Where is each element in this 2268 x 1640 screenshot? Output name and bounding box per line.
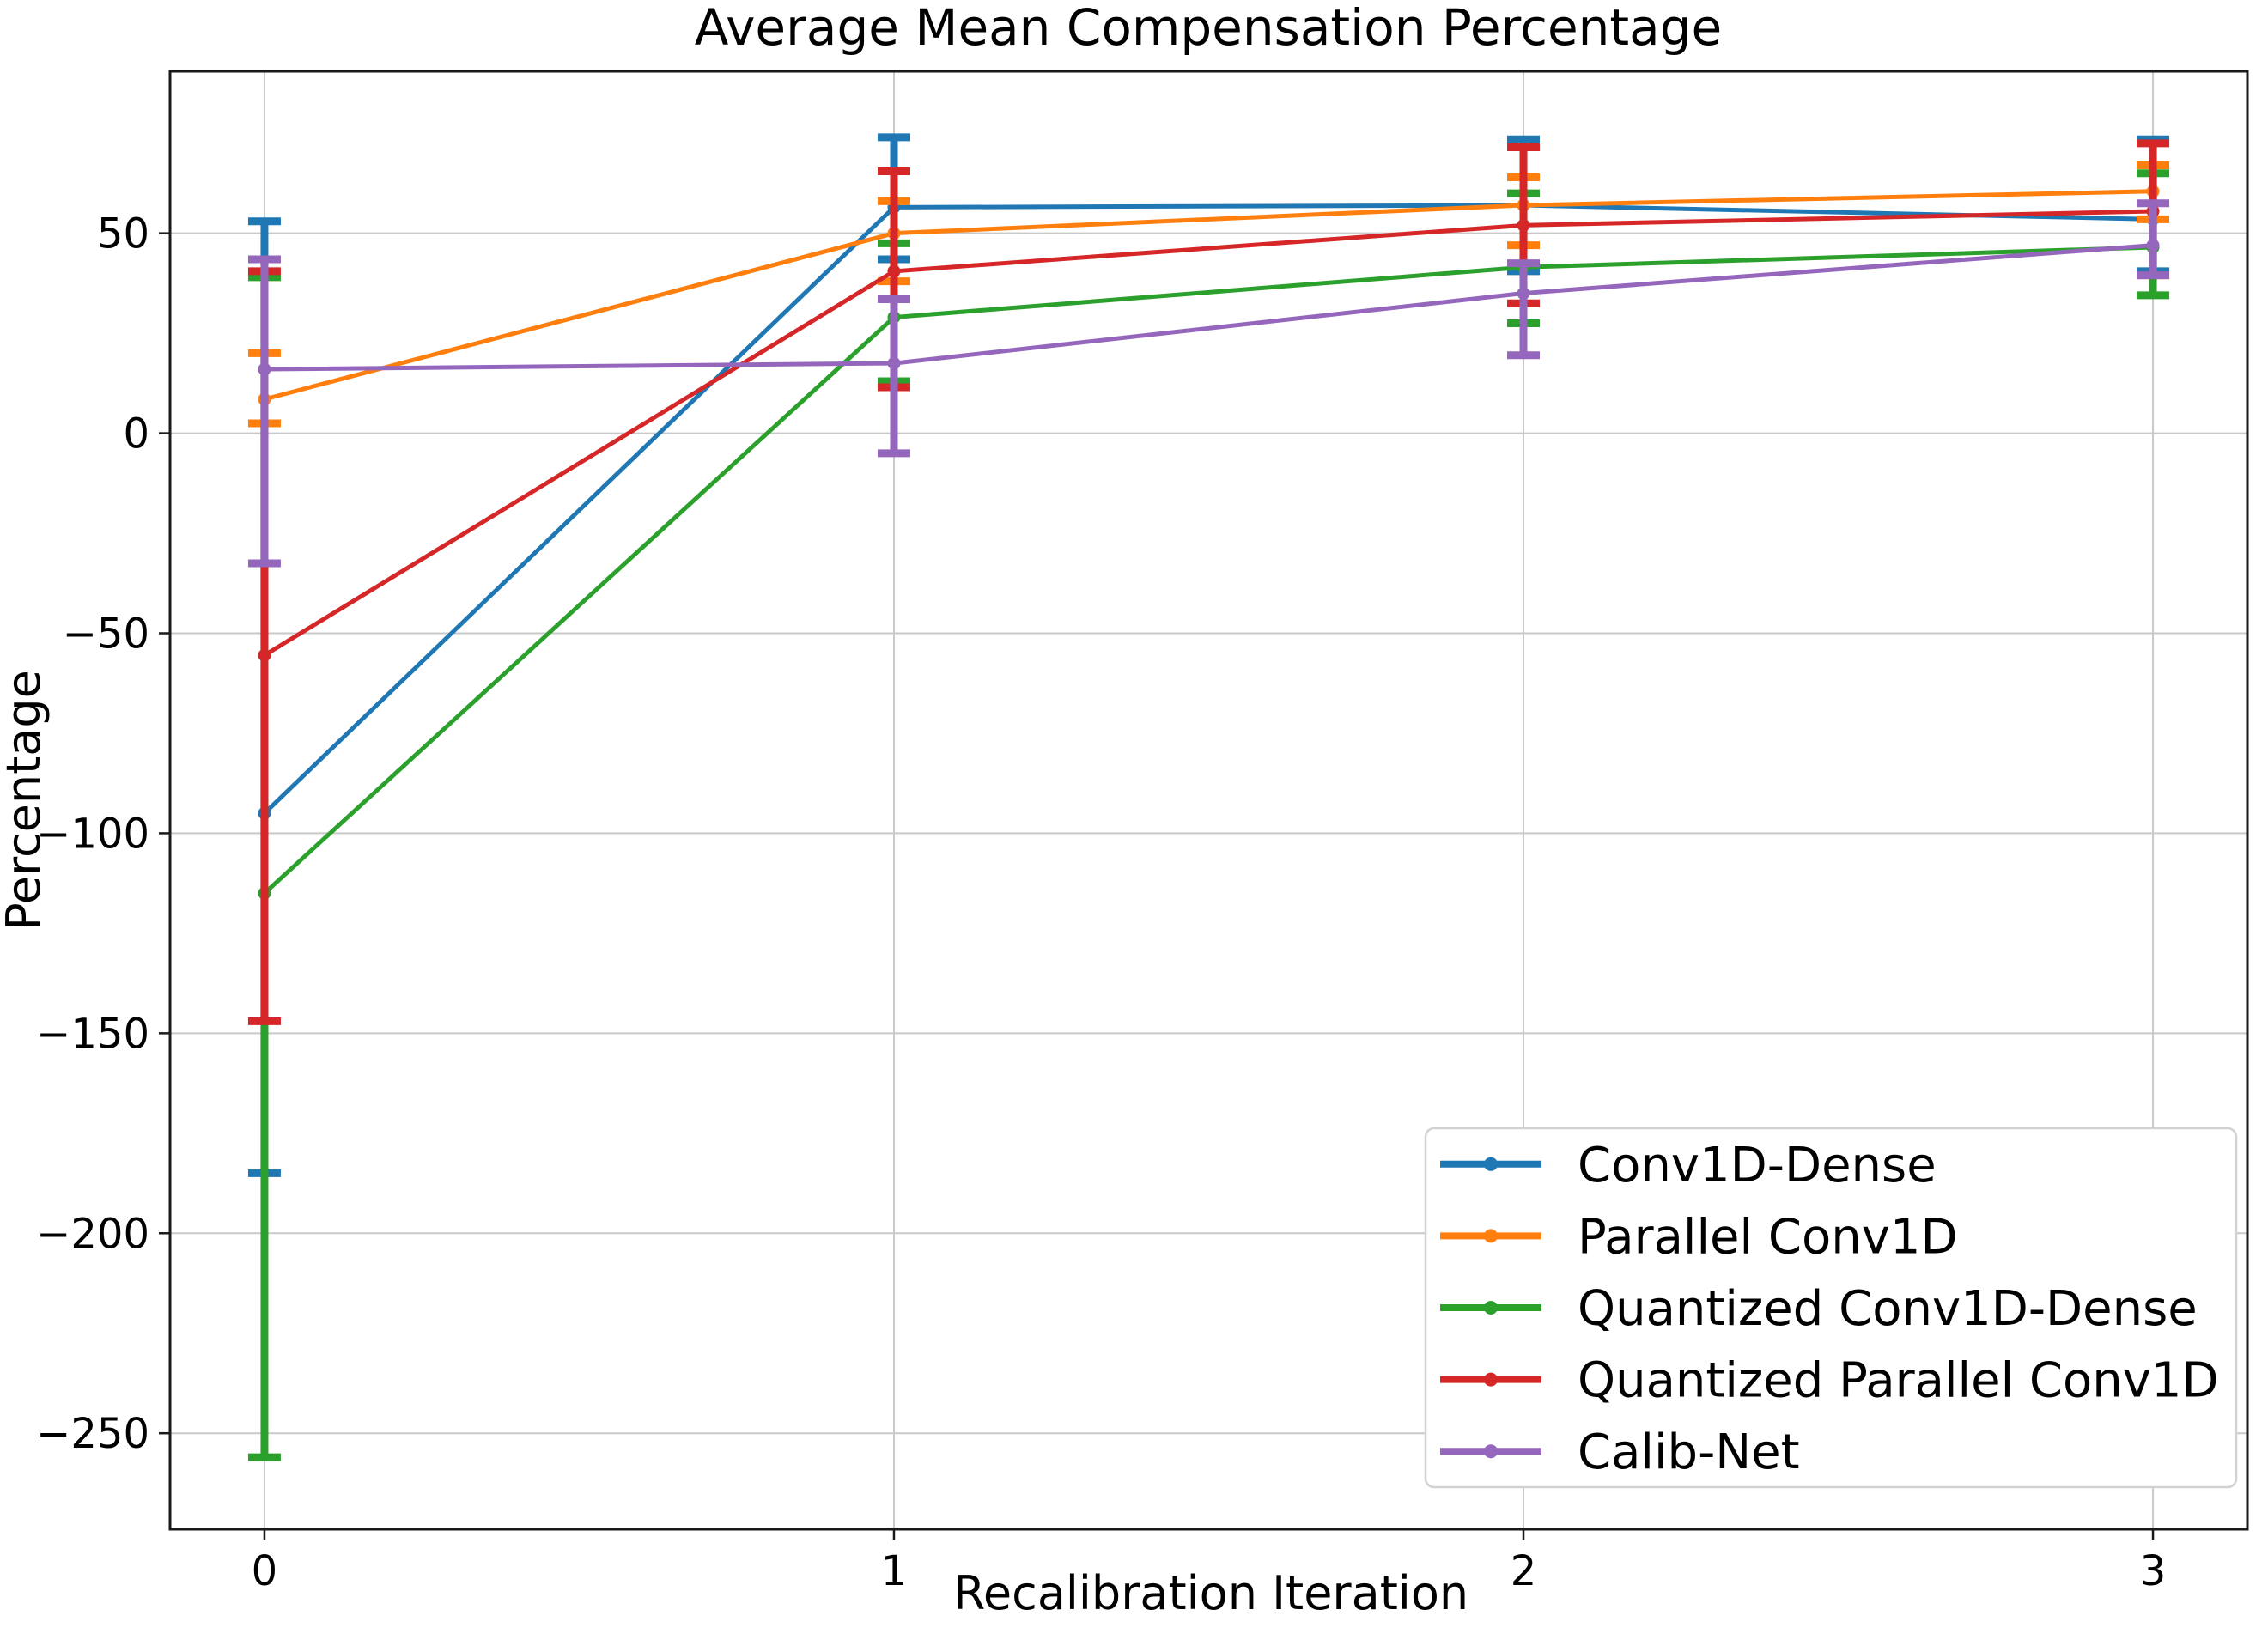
y-tick-label: −200 — [36, 1210, 149, 1258]
legend-item: Quantized Conv1D-Dense — [1440, 1281, 2198, 1337]
y-tick-label: −100 — [36, 810, 149, 858]
x-tick-label: 3 — [2140, 1547, 2167, 1595]
tick-layer: 50 0 −50 −100 −150 −200 −250 0 1 2 3 — [36, 210, 2166, 1595]
legend-item-label: Parallel Conv1D — [1578, 1209, 1958, 1265]
data-point-marker — [887, 356, 901, 370]
chart-title: Average Mean Compensation Percentage — [695, 0, 1722, 57]
y-tick-label: −50 — [63, 610, 149, 659]
series-line — [264, 243, 2154, 372]
y-tick-label: −150 — [36, 1010, 149, 1058]
legend-marker-dot — [1484, 1229, 1498, 1243]
legend-marker-dot — [1484, 1301, 1498, 1315]
data-point-marker — [258, 648, 271, 662]
data-point-marker — [258, 362, 271, 376]
legend-item: Parallel Conv1D — [1440, 1209, 1958, 1265]
series-line — [264, 189, 2154, 402]
x-tick-label: 1 — [881, 1547, 908, 1595]
series-calib-net — [247, 199, 2170, 568]
y-tick-label: −250 — [36, 1410, 149, 1458]
data-point-marker — [1517, 287, 1530, 301]
legend-marker-dot — [1484, 1444, 1498, 1459]
x-axis-label: Recalibration Iteration — [953, 1566, 1468, 1620]
legend-marker-dot — [1484, 1157, 1498, 1171]
legend-item: Conv1D-Dense — [1440, 1138, 1937, 1194]
legend-item-label: Quantized Conv1D-Dense — [1578, 1281, 2198, 1337]
legend-item-label: Calib-Net — [1578, 1424, 1800, 1480]
x-tick-label: 0 — [252, 1547, 278, 1595]
series-line — [263, 209, 2154, 658]
legend-item-label: Quantized Parallel Conv1D — [1578, 1353, 2219, 1409]
legend: Conv1D-Dense Parallel Conv1D Quantized Con… — [1424, 1127, 2238, 1489]
y-tick-label: 50 — [97, 210, 149, 258]
y-axis-label: Percentage — [0, 670, 51, 931]
series-line — [263, 245, 2154, 896]
data-point-marker — [887, 264, 901, 278]
legend-item: Calib-Net — [1440, 1424, 1800, 1480]
legend-item-label: Conv1D-Dense — [1578, 1138, 1937, 1194]
x-tick-label: 2 — [1511, 1547, 1537, 1595]
plot-border — [168, 70, 2249, 1531]
data-point-marker — [1517, 218, 1530, 232]
legend-box — [1424, 1127, 2238, 1489]
series-layer — [247, 133, 2170, 1461]
legend-item: Quantized Parallel Conv1D — [1440, 1353, 2219, 1409]
series-line — [263, 203, 2154, 815]
data-point-marker — [2146, 239, 2160, 252]
series-quantized-parallel-conv1d — [247, 139, 2170, 1025]
y-tick-label: 0 — [123, 410, 149, 459]
legend-marker-dot — [1484, 1372, 1498, 1387]
